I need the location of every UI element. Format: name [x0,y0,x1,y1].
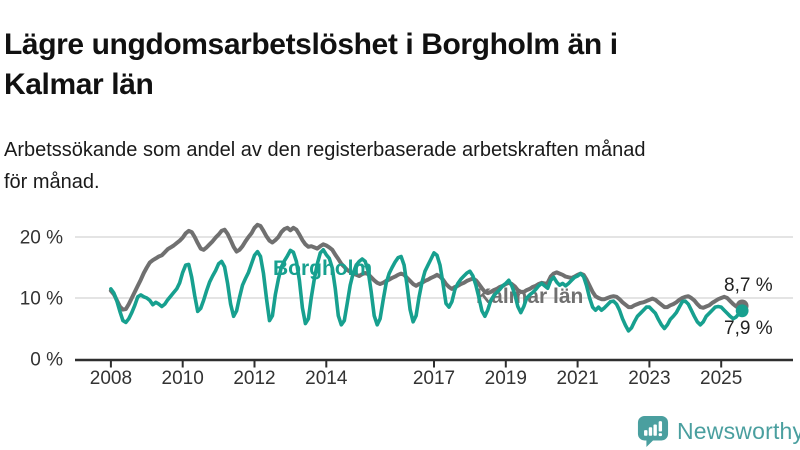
brand-footer: Newsworthy [637,413,800,450]
series-label-borgholm: Borgholm [273,257,372,280]
speech-bubble-shape [637,415,669,447]
newsworthy-logo-icon [637,415,669,447]
y-tick-label-20: 20 % [20,228,63,249]
x-tick-label-2014: 2014 [305,368,348,389]
chart-description: Arbetssökande som andel av den registerb… [4,134,796,199]
series-end-dot-borgholm [735,304,749,318]
chart-description-line-2: för månad. [4,171,100,194]
x-tick-label-2010: 2010 [162,368,204,389]
end-value-label-borgholm: 7,9 % [724,318,773,339]
page-title-line-2: Kalmar län [4,67,154,101]
x-tick-label-2008: 2008 [90,368,132,389]
y-tick-label-0: 0 % [30,350,63,371]
x-tick-label-2017: 2017 [413,368,455,389]
x-tick-label-2025: 2025 [700,368,742,389]
chart-description-line-1: Arbetssökande som andel av den registerb… [4,139,646,161]
y-tick-label-10: 10 % [20,289,63,310]
x-tick-label-2019: 2019 [485,368,527,389]
page-title: Lägre ungdomsarbetslöshet i Borgholm än … [4,25,764,105]
series-line-kalmar-lan [108,222,745,312]
x-tick-label-2012: 2012 [233,368,275,389]
x-tick-label-2021: 2021 [556,368,598,389]
end-value-label-kalmar-lan: 8,7 % [724,275,773,296]
exclamation-glyph [658,420,663,436]
brand-name: Newsworthy [677,418,800,444]
x-tick-label-2023: 2023 [628,368,670,389]
series-line-borgholm [109,248,744,333]
page-title-line-1: Lägre ungdomsarbetslöshet i Borgholm än … [4,28,618,62]
bar-chart-glyph [644,423,657,436]
